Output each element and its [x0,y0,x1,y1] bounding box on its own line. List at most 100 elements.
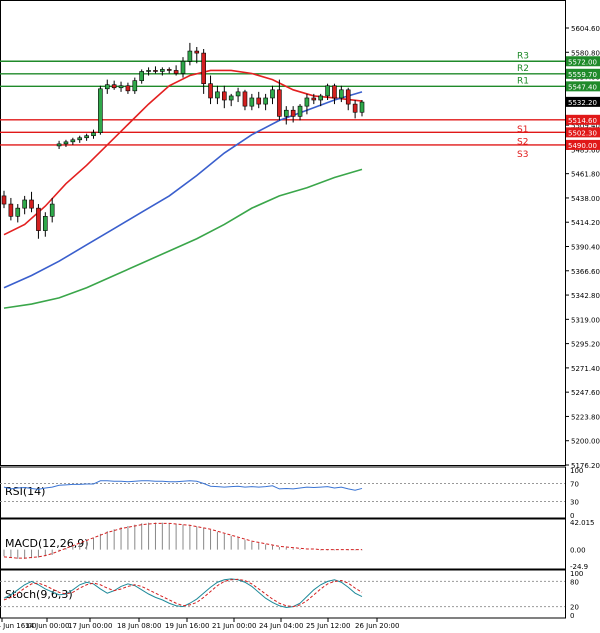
candle[interactable] [270,85,275,105]
candle[interactable] [290,106,296,123]
candle[interactable] [297,104,303,121]
level-price-box [566,127,600,138]
indicator-frame [0,518,566,570]
candle[interactable] [49,197,55,223]
candle[interactable] [29,191,34,213]
candle[interactable] [70,137,76,145]
candle[interactable] [153,66,158,74]
candle[interactable] [311,93,317,105]
candle[interactable] [318,93,323,107]
candle[interactable] [304,93,310,115]
candle-body [325,85,330,97]
candle[interactable] [242,89,248,111]
candle[interactable] [22,195,27,215]
candle[interactable] [352,100,358,119]
current-price-box [566,96,600,107]
candle[interactable] [187,42,193,66]
indicator-tick-label: 0 [570,612,574,620]
candle-body [332,85,337,99]
candle-body [118,85,124,89]
candle-body [304,97,310,107]
candle[interactable] [111,80,117,90]
candle[interactable] [63,139,69,147]
level-price-box [566,68,600,79]
candle[interactable] [325,83,330,101]
candle[interactable] [256,91,262,109]
candle[interactable] [146,67,151,76]
candle[interactable] [173,65,179,76]
level-name-s1: S1 [517,125,528,135]
candle[interactable] [8,197,14,221]
candle[interactable] [104,79,110,94]
candle-body [359,101,365,113]
candle[interactable] [283,106,289,125]
price-tick-label: 5342.80 [571,292,600,300]
candle[interactable] [77,135,83,143]
candle[interactable] [339,85,344,103]
candle[interactable] [1,190,7,209]
candle[interactable] [118,81,124,92]
candle[interactable] [56,140,62,149]
rsi-pane[interactable]: 100 70 30 0 RSI(14) [0,466,583,520]
candle-body [249,97,255,107]
candle-body [290,109,296,117]
level-name-r1: R1 [517,76,529,86]
candle[interactable] [359,100,365,117]
indicator-label: RSI(14) [5,485,45,498]
price-tick-label: 5461.80 [571,171,600,179]
candle[interactable] [91,129,96,139]
candle[interactable] [332,83,337,105]
price-tick-label: 5438.00 [571,195,600,203]
candle-body [153,70,158,72]
price-tick-label: 5247.60 [571,389,600,397]
candle[interactable] [132,77,138,94]
candle-body [91,132,96,137]
candle[interactable] [15,204,21,223]
candle-body [180,60,186,74]
indicator-frame [0,466,566,519]
candle[interactable] [180,57,186,78]
price-tick-label: 5295.20 [571,341,600,349]
candle[interactable] [98,85,103,135]
candle[interactable] [43,212,48,237]
price-tick-label: 5485.60 [571,146,600,154]
candle-body [146,70,151,72]
candle-body [352,103,358,113]
candle-body [36,207,41,231]
macd-pane[interactable]: 42.015 0.00 -24.9 MACD(12,26,9) [0,518,595,571]
candle-body [160,69,165,72]
candle[interactable] [194,46,200,64]
candle[interactable] [345,87,351,111]
candle[interactable] [166,67,172,74]
candle-body [256,97,262,105]
candle[interactable] [277,79,282,121]
level-name-s3: S3 [517,150,528,160]
main-price-pane[interactable]: R3 R2 R1 S1 S2 S3 [0,0,566,466]
candle[interactable] [222,85,227,109]
candle[interactable] [228,93,234,107]
macd-signal-line [3,522,362,559]
candle-body [29,199,34,209]
candle[interactable] [249,93,255,111]
candle[interactable] [215,85,220,105]
price-tick-label: 5509.40 [571,122,600,130]
candle[interactable] [125,82,131,94]
candle[interactable] [84,133,89,141]
candle[interactable] [201,49,206,94]
candle[interactable] [139,69,144,84]
indicator-tick-label: 100 [570,467,583,475]
indicator-tick-label: 80 [570,578,579,586]
price-tick-label: 5390.40 [571,244,600,252]
level-price-box [566,139,600,150]
candle[interactable] [36,204,41,239]
candle-body [139,71,144,81]
level-price-label-s2: 5502.30 [568,129,597,137]
price-tick-label: 5176.20 [571,462,600,470]
candle[interactable] [235,87,241,103]
candle[interactable] [160,67,165,76]
candle[interactable] [208,75,213,105]
candle[interactable] [263,93,268,111]
